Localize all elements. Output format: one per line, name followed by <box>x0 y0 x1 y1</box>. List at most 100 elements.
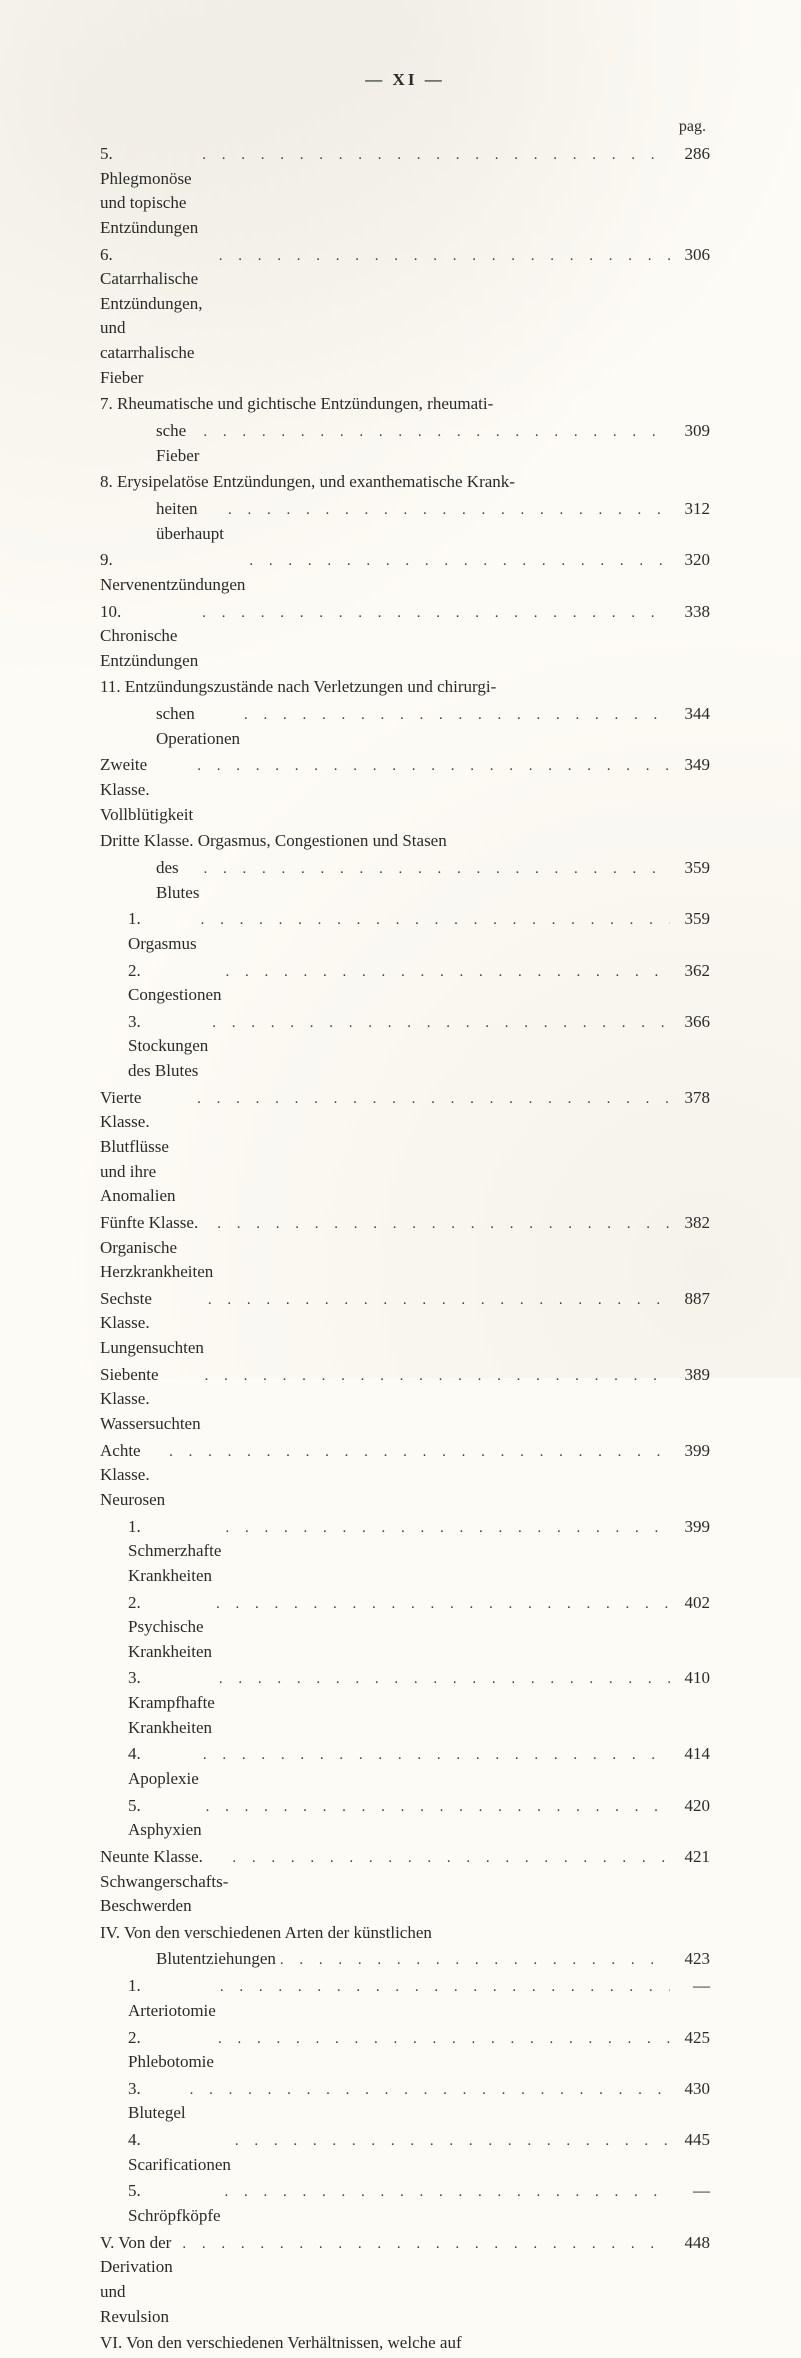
page-number-header: — XI — <box>100 70 710 90</box>
toc-entry-text: schen Operationen <box>100 702 240 751</box>
toc-entry-text: sche Fieber <box>100 419 199 468</box>
toc-entry: 5. Phlegmonöse und topische Entzündungen… <box>100 142 710 241</box>
toc-page-number: 448 <box>670 2231 710 2256</box>
toc-leader: . . . . . . . . . . . . . . . . . . . . … <box>165 1442 670 1464</box>
toc-entry-text: 2. Phlebotomie <box>100 2026 214 2075</box>
toc-leader: . . . . . . . . . . . . . . . . . . . . … <box>204 1290 670 1312</box>
toc-leader: . . . . . . . . . . . . . . . . . . . . … <box>221 2182 670 2204</box>
toc-entry: sche Fieber. . . . . . . . . . . . . . .… <box>100 419 710 468</box>
toc-entry-text: 11. Entzündungszustände nach Verletzunge… <box>100 675 496 700</box>
toc-entry-text: Neunte Klasse. Schwangerschafts-Beschwer… <box>100 1845 228 1919</box>
toc-page-number: 349 <box>670 753 710 778</box>
toc-leader: . . . . . . . . . . . . . . . . . . . . … <box>215 246 670 268</box>
page-content: — XI — pag. 5. Phlegmonöse und topische … <box>100 70 710 2358</box>
toc-entry: Blutentziehungen. . . . . . . . . . . . … <box>100 1947 710 1972</box>
toc-leader: . . . . . . . . . . . . . . . . . . . . … <box>198 603 670 625</box>
toc-page-number: 420 <box>670 1794 710 1819</box>
toc-leader: . . . . . . . . . . . . . . . . . . . . … <box>222 962 671 984</box>
toc-leader: . . . . . . . . . . . . . . . . . . . . … <box>198 145 670 167</box>
toc-leader: . . . . . . . . . . . . . . . . . . . . … <box>214 2029 670 2051</box>
toc-page-number: 362 <box>670 959 710 984</box>
toc-entry: 5. Schröpfköpfe. . . . . . . . . . . . .… <box>100 2179 710 2228</box>
toc-entry-text: Vierte Klasse. Blutflüsse und ihre Anoma… <box>100 1086 193 1209</box>
toc-page-number: 445 <box>670 2128 710 2153</box>
toc-leader: . . . . . . . . . . . . . . . . . . . . … <box>240 705 670 727</box>
toc-page-number: 359 <box>670 907 710 932</box>
toc-entry-text: V. Von der Derivation und Revulsion <box>100 2231 178 2330</box>
toc-entry-text: Fünfte Klasse. Organische Herzkrankheite… <box>100 1211 213 1285</box>
toc-page-number: 399 <box>670 1515 710 1540</box>
toc-page-number: 382 <box>670 1211 710 1236</box>
toc-page-number: 421 <box>670 1845 710 1870</box>
toc-entry-text: Siebente Klasse. Wassersuchten <box>100 1363 201 1437</box>
toc-page-number: — <box>670 1974 710 1999</box>
toc-entry-text: 5. Schröpfköpfe <box>100 2179 221 2228</box>
toc-page-number: 389 <box>670 1363 710 1388</box>
toc-leader: . . . . . . . . . . . . . . . . . . . . … <box>201 1366 670 1388</box>
toc-leader: . . . . . . . . . . . . . . . . . . . . … <box>245 551 670 573</box>
toc-entry: Dritte Klasse. Orgasmus, Congestionen un… <box>100 829 710 854</box>
toc-entry-text: des Blutes <box>100 856 199 905</box>
toc-leader: . . . . . . . . . . . . . . . . . . . . … <box>224 500 670 522</box>
toc-page-number: 423 <box>670 1947 710 1972</box>
toc-entry-text: IV. Von den verschiedenen Arten der küns… <box>100 1921 432 1946</box>
toc-entry: heiten überhaupt. . . . . . . . . . . . … <box>100 497 710 546</box>
toc-entry: 3. Stockungen des Blutes. . . . . . . . … <box>100 1010 710 1084</box>
toc-page-number: 286 <box>670 142 710 167</box>
table-of-contents: 5. Phlegmonöse und topische Entzündungen… <box>100 142 710 2356</box>
toc-page-number: 399 <box>670 1439 710 1464</box>
toc-leader: . . . . . . . . . . . . . . . . . . . . … <box>193 1089 670 1111</box>
toc-entry-text: 2. Congestionen <box>100 959 222 1008</box>
toc-leader: . . . . . . . . . . . . . . . . . . . . … <box>208 1013 670 1035</box>
toc-entry: 1. Orgasmus. . . . . . . . . . . . . . .… <box>100 907 710 956</box>
toc-entry: 4. Scarificationen. . . . . . . . . . . … <box>100 2128 710 2177</box>
toc-entry: 6. Catarrhalische Entzündungen, und cata… <box>100 243 710 391</box>
toc-entry-text: 3. Stockungen des Blutes <box>100 1010 208 1084</box>
toc-entry-text: Zweite Klasse. Vollblütigkeit <box>100 753 193 827</box>
toc-entry: 2. Psychische Krankheiten. . . . . . . .… <box>100 1591 710 1665</box>
toc-entry: 9. Nervenentzündungen. . . . . . . . . .… <box>100 548 710 597</box>
toc-page-number: 338 <box>670 600 710 625</box>
toc-page-number: — <box>670 2179 710 2204</box>
toc-entry-text: 8. Erysipelatöse Entzündungen, und exant… <box>100 470 515 495</box>
toc-entry: VI. Von den verschiedenen Verhältnissen,… <box>100 2331 710 2356</box>
toc-leader: . . . . . . . . . . . . . . . . . . . . … <box>199 422 670 444</box>
toc-entry: 2. Phlebotomie. . . . . . . . . . . . . … <box>100 2026 710 2075</box>
toc-entry: 3. Blutegel. . . . . . . . . . . . . . .… <box>100 2077 710 2126</box>
toc-entry-text: 4. Apoplexie <box>100 1742 199 1791</box>
toc-entry-text: Dritte Klasse. Orgasmus, Congestionen un… <box>100 829 447 854</box>
toc-entry: IV. Von den verschiedenen Arten der küns… <box>100 1921 710 1946</box>
toc-entry: 2. Congestionen. . . . . . . . . . . . .… <box>100 959 710 1008</box>
toc-page-number: 425 <box>670 2026 710 2051</box>
toc-page-number: 414 <box>670 1742 710 1767</box>
toc-entry-text: 10. Chronische Entzündungen <box>100 600 198 674</box>
toc-leader: . . . . . . . . . . . . . . . . . . . . … <box>228 1848 670 1870</box>
toc-entry: 1. Arteriotomie. . . . . . . . . . . . .… <box>100 1974 710 2023</box>
page-column-label: pag. <box>100 118 710 136</box>
toc-entry: 5. Asphyxien. . . . . . . . . . . . . . … <box>100 1794 710 1843</box>
toc-entry: Siebente Klasse. Wassersuchten. . . . . … <box>100 1363 710 1437</box>
toc-page-number: 430 <box>670 2077 710 2102</box>
toc-entry-text: VI. Von den verschiedenen Verhältnissen,… <box>100 2331 462 2356</box>
toc-entry-text: 5. Phlegmonöse und topische Entzündungen <box>100 142 198 241</box>
toc-entry: Fünfte Klasse. Organische Herzkrankheite… <box>100 1211 710 1285</box>
toc-leader: . . . . . . . . . . . . . . . . . . . . … <box>231 2131 670 2153</box>
toc-entry: Zweite Klasse. Vollblütigkeit. . . . . .… <box>100 753 710 827</box>
toc-entry-text: 5. Asphyxien <box>100 1794 202 1843</box>
toc-leader: . . . . . . . . . . . . . . . . . . . . … <box>215 1669 670 1691</box>
toc-page-number: 366 <box>670 1010 710 1035</box>
toc-page-number: 410 <box>670 1666 710 1691</box>
toc-entry: 3. Krampfhafte Krankheiten. . . . . . . … <box>100 1666 710 1740</box>
toc-entry: Sechste Klasse. Lungensuchten. . . . . .… <box>100 1287 710 1361</box>
toc-entry: des Blutes. . . . . . . . . . . . . . . … <box>100 856 710 905</box>
toc-entry-text: heiten überhaupt <box>100 497 224 546</box>
toc-entry-text: 1. Arteriotomie <box>100 1974 216 2023</box>
toc-entry-text: 3. Krampfhafte Krankheiten <box>100 1666 215 1740</box>
toc-leader: . . . . . . . . . . . . . . . . . . . . … <box>193 756 670 778</box>
toc-page-number: 344 <box>670 702 710 727</box>
toc-entry: schen Operationen. . . . . . . . . . . .… <box>100 702 710 751</box>
toc-entry: 4. Apoplexie. . . . . . . . . . . . . . … <box>100 1742 710 1791</box>
toc-leader: . . . . . . . . . . . . . . . . . . . . … <box>221 1518 670 1540</box>
toc-leader: . . . . . . . . . . . . . . . . . . . . … <box>178 2234 670 2256</box>
toc-leader: . . . . . . . . . . . . . . . . . . . . … <box>276 1950 670 1972</box>
